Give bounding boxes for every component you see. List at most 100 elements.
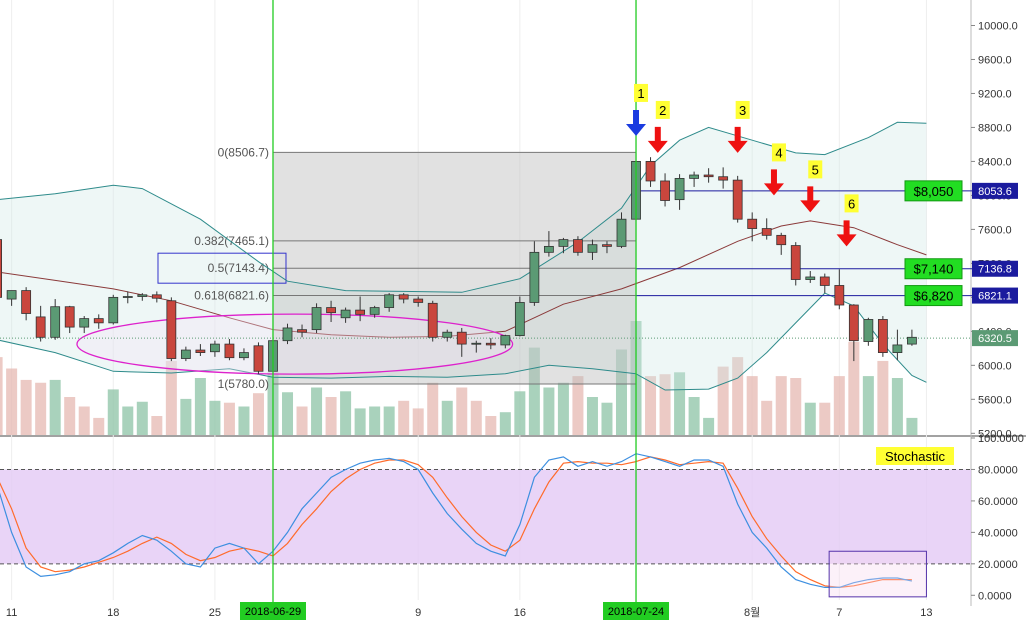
price-tag-box: [972, 287, 1018, 304]
volume-bar: [252, 393, 264, 435]
volume-bar: [325, 397, 337, 435]
volume-bar: [398, 400, 410, 435]
candle-body: [108, 296, 119, 324]
volume-bar: [572, 376, 584, 435]
candle-body: [21, 290, 32, 314]
annotation-number-box: [808, 160, 823, 179]
candle-body: [297, 329, 307, 333]
time-tick-label: 8월: [744, 606, 760, 619]
volume-bar: [0, 357, 3, 435]
candle-body: [0, 239, 2, 298]
volume-bar: [311, 387, 323, 435]
candle-body: [311, 307, 322, 331]
candle-body: [239, 352, 249, 359]
candle-body: [442, 331, 453, 338]
annotation-2: 2: [647, 100, 670, 153]
candle-body: [282, 327, 293, 342]
candle-body: [587, 244, 598, 253]
candle-body: [819, 276, 830, 286]
volume-bar: [340, 391, 352, 435]
candle-body: [6, 290, 17, 300]
price-tag-label: 8053.6: [978, 186, 1012, 198]
candle-body: [456, 331, 467, 345]
time-tick-label: 25: [209, 607, 221, 619]
volume-bar: [456, 387, 468, 435]
candle-body: [718, 176, 729, 181]
candle-body: [64, 306, 75, 328]
volume-bar: [557, 382, 569, 435]
price-tick-label: 8400.0: [978, 156, 1012, 168]
stochastic-legend-label: Stochastic: [885, 449, 945, 464]
volume-bar: [586, 397, 598, 435]
volume-bar: [20, 379, 32, 435]
annotation-number-box: [655, 100, 670, 119]
annotation-3: 3: [727, 100, 750, 153]
stoch-tick-label: 20.0000: [978, 559, 1018, 571]
annotation-number: 1: [637, 86, 644, 101]
volume-bar: [645, 376, 657, 435]
volume-bar: [833, 376, 845, 435]
price-tick-label: 9200.0: [978, 88, 1012, 100]
volume-bar: [107, 389, 119, 435]
candle-body: [514, 302, 525, 336]
volume-bar: [732, 357, 744, 435]
stoch-tick-label: 40.0000: [978, 527, 1018, 539]
candle-body: [892, 344, 903, 353]
fib-level-label: 1(5780.0): [218, 377, 269, 391]
price-tag-label: 7136.8: [978, 264, 1012, 276]
volume-bar: [601, 402, 613, 435]
candle-body: [224, 343, 235, 359]
annotation-number: 2: [659, 103, 666, 118]
volume-bar: [151, 416, 163, 435]
volume-bar: [180, 398, 192, 435]
date-tag-label: 2018-06-29: [245, 606, 301, 618]
volume-bar: [6, 368, 18, 435]
volume-bar: [674, 372, 686, 435]
arrow-down-icon: [763, 169, 784, 196]
time-tick-label: 9: [415, 607, 421, 619]
candle-body: [79, 318, 90, 328]
candle-body: [848, 304, 859, 342]
candle-body: [326, 307, 336, 314]
volume-bar: [499, 412, 511, 435]
candle-body: [471, 342, 482, 345]
candle-body: [166, 300, 177, 359]
volume-bar: [209, 400, 221, 435]
volume-bar: [282, 392, 294, 435]
price-tag-label: 6821.1: [978, 291, 1012, 303]
bollinger-fill: [0, 122, 927, 390]
volume-bar: [514, 391, 526, 435]
volume-bar: [136, 401, 148, 435]
candle-body: [616, 218, 627, 247]
arrow-down-icon: [800, 186, 821, 213]
volume-bar: [441, 400, 453, 435]
annotation-4: 4: [763, 143, 786, 196]
volume-bar: [64, 397, 76, 435]
annotation-5: 5: [800, 160, 823, 213]
fib-level-label: 0.382(7465.1): [194, 234, 269, 248]
candle-body: [122, 296, 133, 298]
volume-bar: [615, 349, 627, 435]
candle-body: [137, 294, 148, 297]
candle-body: [863, 319, 874, 342]
annotation-number: 3: [739, 103, 746, 118]
candle-body: [413, 298, 424, 303]
volume-bar: [485, 416, 497, 435]
price-tick-label: 8800.0: [978, 122, 1012, 134]
price-tick-label: 5600.0: [978, 394, 1012, 406]
candle-body: [834, 285, 845, 306]
stoch-tick-label: 100.0000: [978, 433, 1024, 445]
annotation-number-box: [844, 194, 859, 213]
candle-body: [573, 239, 583, 253]
candle-body: [907, 336, 917, 345]
candle-body: [732, 179, 743, 220]
volume-bar: [804, 402, 816, 435]
annotation-number-box: [634, 83, 649, 102]
volume-bar: [877, 360, 889, 435]
volume-bar: [238, 406, 250, 435]
price-tick-label: 5200.0: [978, 428, 1012, 440]
volume-bar: [470, 400, 482, 435]
candle-body: [602, 244, 612, 247]
candle-body: [558, 239, 569, 247]
